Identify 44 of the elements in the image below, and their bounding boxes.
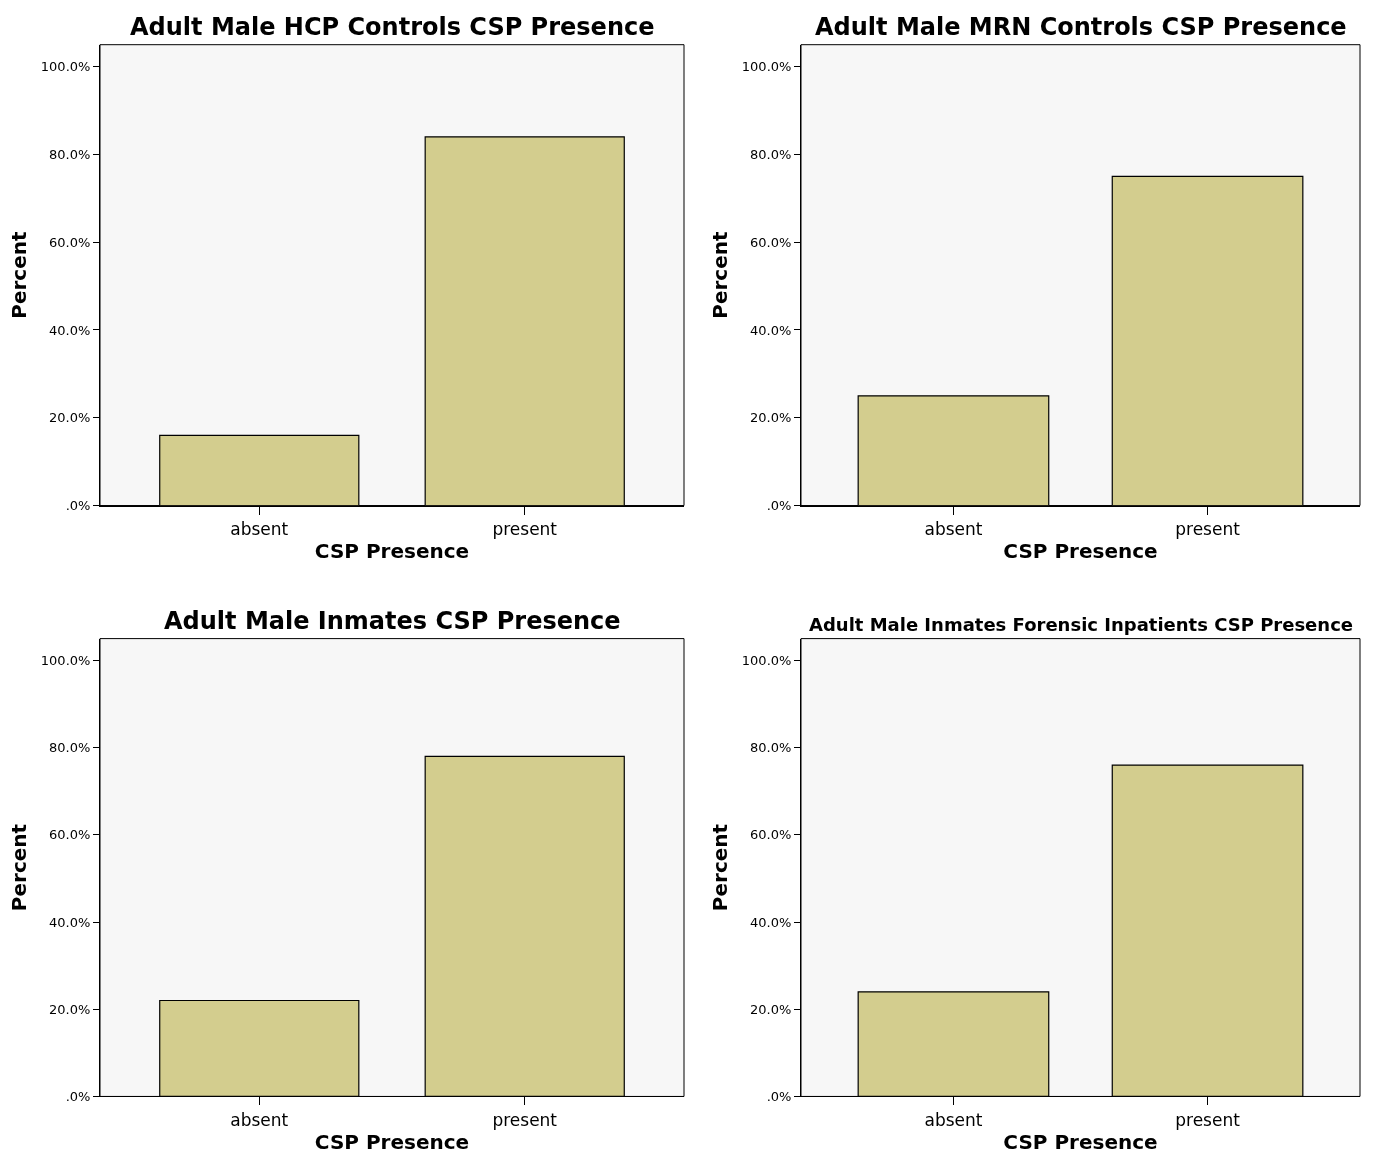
x-axis-title: CSP Presence	[1003, 1130, 1158, 1155]
chart-title: Adult Male Inmates Forensic Inpatients CSP Presence	[809, 614, 1354, 635]
y-axis-title: Percent	[7, 823, 32, 912]
y-tick-label: .0%	[65, 1089, 91, 1104]
y-tick-label: 60.0%	[49, 234, 91, 250]
x-axis-title: CSP Presence	[314, 539, 470, 564]
y-tick-label: .0%	[65, 498, 91, 514]
y-axis-title: Percent	[708, 231, 733, 319]
x-tick-label: absent	[924, 1109, 983, 1130]
y-tick-label: .0%	[766, 1089, 792, 1104]
y-tick-label: .0%	[766, 498, 792, 514]
y-tick-label: 80.0%	[49, 740, 91, 756]
x-tick-label: present	[492, 1109, 558, 1130]
x-tick-label: absent	[924, 518, 983, 539]
chart-title: Adult Male Inmates CSP Presence	[164, 607, 621, 635]
y-tick-label: 100.0%	[40, 652, 91, 668]
y-tick-label: 60.0%	[49, 827, 91, 843]
x-tick-label: absent	[230, 1109, 289, 1130]
y-tick-label: 20.0%	[49, 410, 91, 426]
y-tick-label: 20.0%	[49, 1001, 91, 1017]
y-tick-label: 40.0%	[750, 914, 792, 930]
y-axis-title: Percent	[708, 823, 733, 912]
y-tick-label: 40.0%	[49, 914, 91, 930]
chart-title: Adult Male HCP Controls CSP Presence	[130, 13, 655, 41]
y-tick-label: 60.0%	[750, 827, 792, 843]
y-tick-label: 20.0%	[750, 410, 792, 426]
y-tick-label: 80.0%	[49, 146, 91, 162]
x-axis-title: CSP Presence	[314, 1130, 470, 1155]
y-axis-title: Percent	[7, 231, 32, 319]
y-tick-label: 80.0%	[750, 146, 792, 162]
y-tick-label: 40.0%	[750, 322, 792, 338]
x-tick-label: present	[1175, 518, 1241, 539]
x-tick-label: present	[492, 518, 558, 539]
y-tick-label: 100.0%	[741, 652, 792, 668]
y-tick-label: 20.0%	[750, 1001, 792, 1017]
x-axis-title: CSP Presence	[1003, 539, 1158, 564]
x-tick-label: present	[1175, 1109, 1241, 1130]
y-tick-label: 100.0%	[40, 59, 91, 75]
y-tick-label: 40.0%	[49, 322, 91, 338]
y-tick-label: 100.0%	[741, 59, 792, 75]
x-tick-label: absent	[230, 518, 289, 539]
chart-title: Adult Male MRN Controls CSP Presence	[815, 13, 1347, 41]
y-tick-label: 80.0%	[750, 740, 792, 756]
y-tick-label: 60.0%	[750, 234, 792, 250]
